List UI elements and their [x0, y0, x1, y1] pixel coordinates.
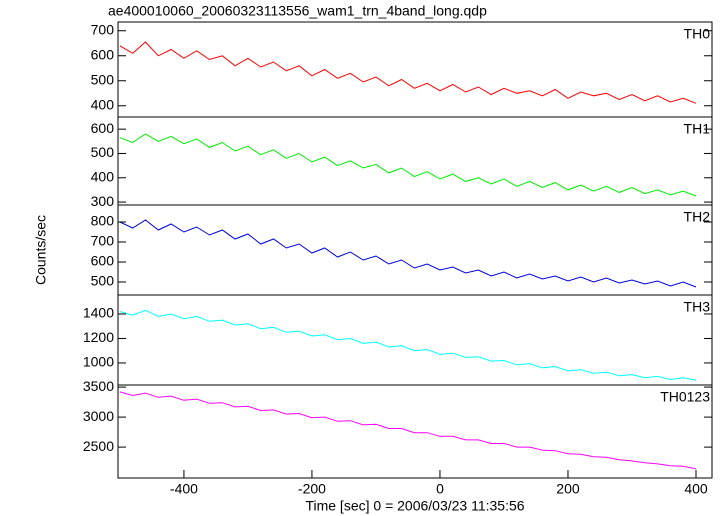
y-axis-label: Counts/sec	[33, 215, 49, 285]
panel-frame	[117, 204, 713, 296]
y-tick-label: 500	[91, 71, 115, 87]
panel-label: TH0	[684, 26, 711, 42]
panel-label: TH0123	[660, 389, 710, 405]
panel-label: TH3	[684, 299, 711, 315]
y-tick-label: 300	[91, 193, 115, 209]
panel-frame	[117, 384, 713, 479]
light-curve	[119, 219, 697, 288]
y-tick-label: 800	[91, 213, 115, 229]
light-curve	[119, 41, 697, 104]
x-axis-label: Time [sec] 0 = 2006/03/23 11:35:56	[305, 498, 524, 514]
y-tick-label: 700	[91, 233, 115, 249]
y-tick-label: 400	[91, 168, 115, 184]
panel-label: TH1	[684, 121, 711, 137]
panel-frame	[117, 21, 713, 118]
y-tick-label: 3500	[83, 378, 114, 394]
x-tick-label: -200	[298, 481, 326, 497]
y-tick-label: 600	[91, 120, 115, 136]
x-tick-label: 400	[684, 481, 708, 497]
panel-label: TH2	[684, 209, 711, 225]
x-tick-label: 200	[556, 481, 580, 497]
y-tick-label: 400	[91, 96, 115, 112]
y-tick-label: 3000	[83, 408, 114, 424]
light-curve	[119, 391, 697, 470]
y-tick-label: 500	[91, 273, 115, 289]
x-tick-label: -400	[170, 481, 198, 497]
x-tick-label: 0	[436, 481, 444, 497]
panel-frame	[117, 116, 713, 206]
panel-frame	[117, 294, 713, 386]
y-tick-label: 1200	[83, 329, 114, 345]
y-tick-label: 600	[91, 253, 115, 269]
y-tick-label: 700	[91, 21, 115, 37]
y-tick-label: 1400	[83, 305, 114, 321]
light-curve	[119, 133, 697, 197]
light-curve	[119, 309, 697, 381]
y-tick-label: 600	[91, 46, 115, 62]
chart-title: ae400010060_20060323113556_wam1_trn_4ban…	[108, 3, 487, 19]
y-tick-label: 2500	[83, 438, 114, 454]
y-tick-label: 500	[91, 144, 115, 160]
y-tick-label: 1000	[83, 354, 114, 370]
